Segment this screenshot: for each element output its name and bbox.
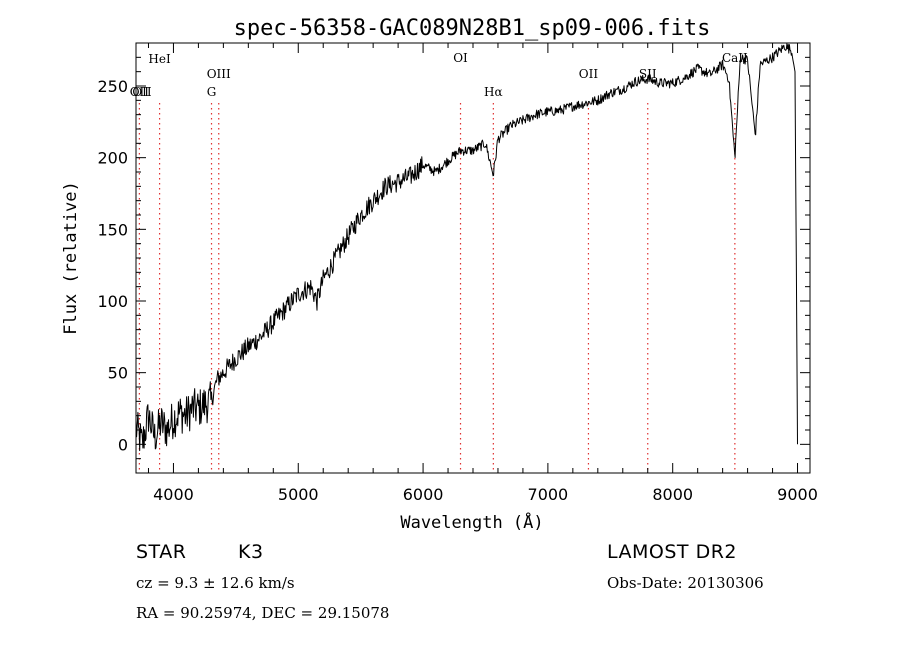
spectral-line-label: HeI [148,52,171,66]
y-tick-label: 100 [97,292,128,311]
x-tick-label: 4000 [153,485,194,504]
axis-ticks [136,42,810,473]
spectral-line-label: OII [579,67,599,81]
obs-date-text: Obs-Date: 20130306 [607,574,764,592]
survey-name: LAMOST DR2 [607,541,737,563]
x-tick-label: 6000 [403,485,444,504]
y-tick-labels: 0 50 100 150 200 250 [97,77,128,454]
y-tick-label: 150 [97,220,128,239]
x-tick-label: 7000 [528,485,569,504]
spectral-line-label: G [207,85,217,99]
spectral-line-label: Hα [484,85,503,99]
x-axis-label: Wavelength (Å) [400,511,543,533]
y-tick-label: 250 [97,77,128,96]
x-tick-label: 5000 [278,485,319,504]
chart-title: spec-56358-GAC089N28B1_sp09-006.fits [234,16,711,41]
y-tick-label: 0 [118,435,128,454]
coordinates-text: RA = 90.25974, DEC = 29.15078 [136,604,390,622]
spectral-line-label: OI [453,51,468,65]
spectrum-series [135,43,798,452]
spectrum-line [135,43,798,452]
spectral-line-label: OIII [207,67,231,81]
y-axis-label: Flux (relative) [61,181,81,335]
plot-frame [135,42,811,474]
redshift-text: cz = 9.3 ± 12.6 km/s [136,574,295,592]
object-subclass: K3 [238,541,264,563]
object-type: STAR [136,541,187,563]
y-tick-label: 50 [108,364,128,383]
x-tick-labels: 4000 5000 6000 7000 8000 9000 [153,485,818,504]
x-tick-label: 9000 [777,485,818,504]
x-tick-label: 8000 [652,485,693,504]
spectral-line-label: OII [130,85,150,99]
spectral-line-label: OII [132,85,152,99]
y-tick-label: 200 [97,149,128,168]
